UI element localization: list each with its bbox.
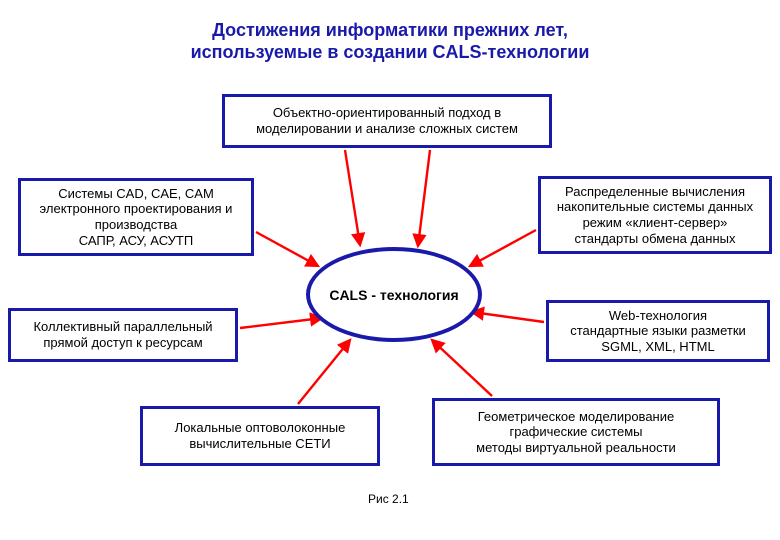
figure-caption: Рис 2.1 xyxy=(368,492,409,506)
node-left-lower: Коллективный параллельный прямой доступ … xyxy=(8,308,238,362)
node-right-lower-label: Web-технологиястандартные языки разметки… xyxy=(557,308,759,355)
node-bottom-left: Локальные оптоволоконные вычислительные … xyxy=(140,406,380,466)
node-bottom-right-label: Геометрическое моделирование графические… xyxy=(443,409,709,456)
node-right-upper-label: Распределенные вычисления накопительные … xyxy=(549,184,761,246)
node-left-upper-label: Системы CAD, CAE, CAM электронного проек… xyxy=(29,186,243,248)
node-top: Объектно-ориентированный подход в модели… xyxy=(222,94,552,148)
center-node-label: CALS - технология xyxy=(329,287,458,303)
node-right-upper: Распределенные вычисления накопительные … xyxy=(538,176,772,254)
node-bottom-left-label: Локальные оптоволоконные вычислительные … xyxy=(151,420,369,451)
diagram-title-line1: Достижения информатики прежних лет, xyxy=(0,20,780,41)
diagram-title-line2: используемые в создании CALS-технологии xyxy=(0,42,780,63)
node-left-upper: Системы CAD, CAE, CAM электронного проек… xyxy=(18,178,254,256)
node-left-lower-label: Коллективный параллельный прямой доступ … xyxy=(19,319,227,350)
center-node: CALS - технология xyxy=(306,247,482,342)
node-right-lower: Web-технологиястандартные языки разметки… xyxy=(546,300,770,362)
diagram-stage: { "title": { "line1": "Достижения информ… xyxy=(0,0,780,540)
node-top-label: Объектно-ориентированный подход в модели… xyxy=(233,105,541,136)
node-bottom-right: Геометрическое моделирование графические… xyxy=(432,398,720,466)
